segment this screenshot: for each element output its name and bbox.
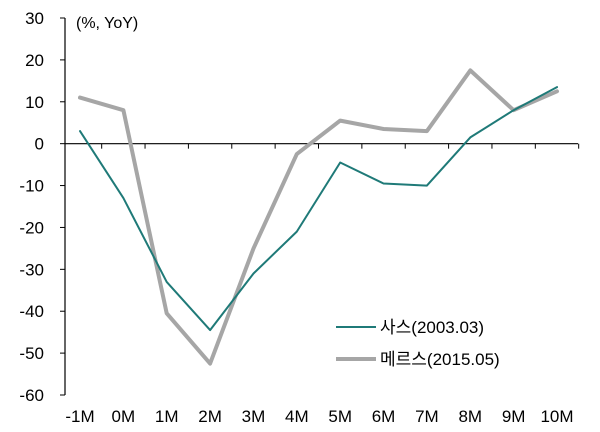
y-tick-label: 0 (35, 135, 44, 154)
x-tick-label: 1M (155, 407, 179, 426)
legend-label: 메르스(2015.05) (380, 350, 500, 369)
series-line-2 (78, 68, 559, 366)
x-tick-label: 10M (540, 407, 573, 426)
x-tick-label: 8M (458, 407, 482, 426)
y-tick-label: 10 (25, 93, 44, 112)
x-tick-label: 7M (415, 407, 439, 426)
x-tick-label: 2M (198, 407, 222, 426)
y-tick-label: 30 (25, 9, 44, 28)
y-tick-label: -20 (19, 218, 44, 237)
x-tick-label: 9M (502, 407, 526, 426)
y-axis: 30 20 10 0 -10 -20 -30 -40 -50 -60 (19, 9, 66, 405)
series-lines (78, 68, 559, 366)
legend: 사스(2003.03) 메르스(2015.05) (336, 318, 500, 369)
x-tick-label: -1M (65, 407, 94, 426)
series-line-1 (79, 86, 558, 332)
y-unit-label: (%, YoY) (76, 15, 138, 32)
x-tick-label: 0M (112, 407, 136, 426)
y-tick-label: -40 (19, 302, 44, 321)
y-tick-label: -50 (19, 344, 44, 363)
y-tick-label: -60 (19, 386, 44, 405)
y-tick-label: 20 (25, 51, 44, 70)
y-tick-label: -10 (19, 177, 44, 196)
x-axis: -1M 0M 1M 2M 3M 4M 5M 6M 7M 8M 9M 10M (65, 143, 580, 426)
x-tick-label: 6M (372, 407, 396, 426)
x-tick-label: 4M (285, 407, 309, 426)
y-tick-label: -30 (19, 260, 44, 279)
x-tick-label: 3M (242, 407, 266, 426)
x-tick-label: 5M (328, 407, 352, 426)
legend-label: 사스(2003.03) (380, 318, 484, 337)
